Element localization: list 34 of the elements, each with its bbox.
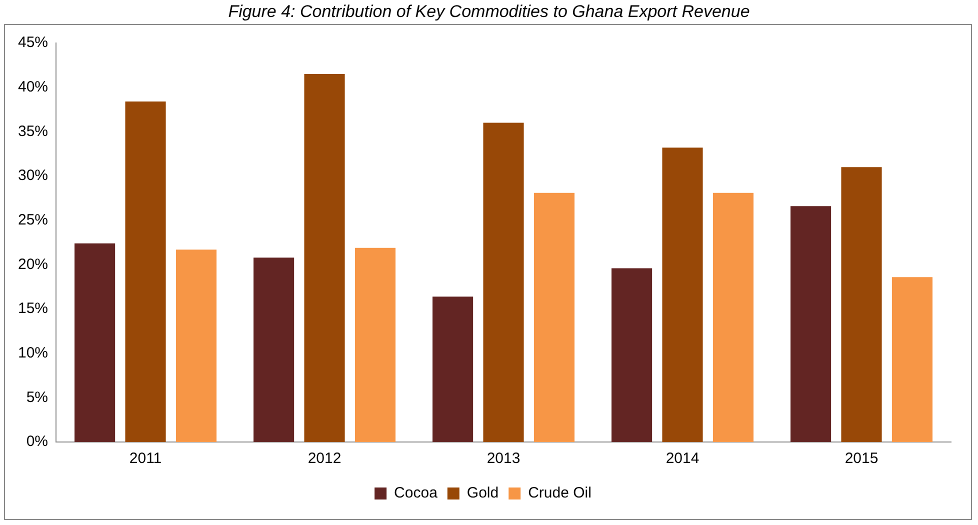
y-tick-label: 20% <box>18 256 48 273</box>
bar <box>125 102 166 442</box>
y-tick-label: 45% <box>18 34 48 52</box>
bar <box>354 248 396 442</box>
bar <box>176 250 217 442</box>
x-tick-label: 2012 <box>308 450 342 468</box>
y-tick-label: 15% <box>18 300 48 318</box>
x-tick-label: 2015 <box>844 450 878 468</box>
y-tick-label: 25% <box>18 211 48 228</box>
y-tick-label: 10% <box>18 344 48 362</box>
x-tick-label: 2013 <box>486 450 520 468</box>
bar <box>254 258 294 442</box>
bar <box>712 192 754 442</box>
x-tick-label: 2011 <box>129 450 162 468</box>
bar <box>790 206 832 442</box>
bar <box>304 74 345 442</box>
bar <box>612 268 652 442</box>
y-tick-label: 5% <box>26 388 48 406</box>
y-tick-label: 30% <box>18 167 48 184</box>
legend-label: Crude Oil <box>528 484 592 502</box>
bar <box>841 167 882 442</box>
y-tick-label: 40% <box>18 78 48 96</box>
bar <box>483 122 524 442</box>
bar <box>662 148 703 442</box>
bar <box>74 243 116 442</box>
legend-label: Gold <box>466 484 499 502</box>
bar <box>892 277 933 442</box>
bar <box>534 192 575 442</box>
chart-title: Figure 4: Contribution of Key Commodities to Ghana Export Revenue <box>227 2 751 22</box>
bar <box>432 296 474 442</box>
x-tick-label: 2014 <box>666 450 700 468</box>
y-tick-label: 35% <box>18 122 48 140</box>
y-tick-label: 0% <box>26 433 48 450</box>
legend-label: Cocoa <box>394 484 438 502</box>
